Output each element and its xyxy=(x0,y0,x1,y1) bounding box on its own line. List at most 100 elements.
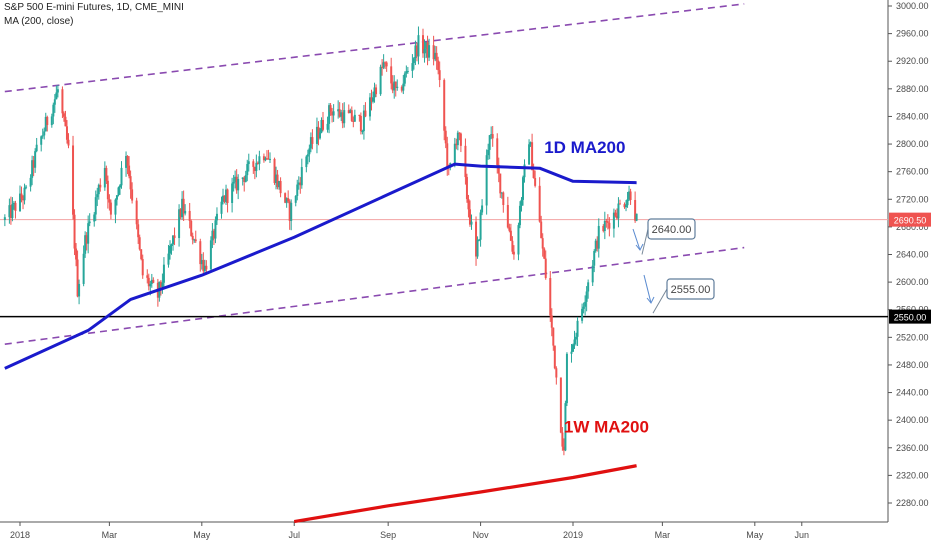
candle-body xyxy=(93,214,96,222)
candle-body xyxy=(308,148,311,155)
candle-body xyxy=(523,164,526,178)
candle-body xyxy=(553,345,556,369)
candle-body xyxy=(247,161,250,165)
y-tick-label: 2520.00 xyxy=(896,332,929,342)
candle-body xyxy=(129,176,132,190)
candle-body xyxy=(8,205,11,218)
candle-body xyxy=(373,87,376,98)
candle-body xyxy=(194,239,197,242)
candle-body xyxy=(455,143,458,146)
candle-body xyxy=(487,149,490,156)
candle-body xyxy=(605,221,608,223)
candle-body xyxy=(382,62,385,68)
x-tick-label: 2018 xyxy=(10,530,30,540)
candle-body xyxy=(443,80,446,131)
candle-body xyxy=(625,205,628,208)
candle-body xyxy=(438,70,441,81)
candle-body xyxy=(225,189,228,202)
candle-body xyxy=(138,237,141,250)
x-tick-label: Sep xyxy=(380,530,396,540)
channel-lower-line xyxy=(4,246,745,345)
candle-body xyxy=(379,66,382,95)
candle-body xyxy=(214,220,217,239)
target-2555-box xyxy=(666,278,715,300)
candle-body xyxy=(290,202,293,221)
candle-body xyxy=(241,177,244,180)
x-tick-label: Mar xyxy=(655,530,671,540)
candle-body xyxy=(573,339,576,345)
candle-body xyxy=(287,198,290,202)
candle-body xyxy=(343,110,346,124)
candle-body xyxy=(591,265,594,283)
candle-body xyxy=(582,306,585,309)
candle-body xyxy=(550,315,553,328)
candle-body xyxy=(78,283,81,297)
candle-body xyxy=(506,204,509,228)
candle-body xyxy=(14,202,17,211)
symbol-title: S&P 500 E-mini Futures, 1D, CME_MINI xyxy=(4,2,184,13)
candle-body xyxy=(593,250,596,266)
candle-body xyxy=(126,156,129,166)
candle-body xyxy=(99,184,102,188)
y-tick-label: 2320.00 xyxy=(896,470,929,480)
candle-body xyxy=(232,181,235,184)
candle-body xyxy=(212,230,215,239)
candle-body xyxy=(608,222,611,229)
y-tick-label: 2920.00 xyxy=(896,56,929,66)
candle-body xyxy=(491,134,494,139)
candle-body xyxy=(275,174,278,183)
candle-body xyxy=(476,239,479,257)
candle-body xyxy=(329,105,332,112)
candle-body xyxy=(581,308,584,321)
candle-body xyxy=(149,283,152,287)
candle-body xyxy=(350,110,353,121)
candle-body xyxy=(488,135,491,150)
candle-body xyxy=(405,71,408,74)
candle-body xyxy=(267,158,270,160)
candle-body xyxy=(108,199,111,203)
candle-body xyxy=(273,158,276,183)
candle-body xyxy=(178,209,181,239)
candle-body xyxy=(481,205,484,213)
candle-body xyxy=(105,167,108,181)
candle-body xyxy=(12,202,15,205)
candle-body xyxy=(159,281,162,287)
candle-body xyxy=(572,344,574,352)
candle-body xyxy=(67,139,70,146)
candle-body xyxy=(262,156,265,161)
candle-body xyxy=(349,110,352,114)
candle-body xyxy=(72,145,75,215)
y-tick-label: 2360.00 xyxy=(896,443,929,453)
candle-body xyxy=(152,279,155,283)
candle-body xyxy=(381,66,384,68)
candle-body xyxy=(253,166,256,171)
ma200-weekly-label: 1W MA200 xyxy=(564,418,649,437)
candle-body xyxy=(223,195,226,202)
target-2555-label: 2555.00 xyxy=(671,284,711,296)
y-tick-label: 2680.00 xyxy=(896,222,929,232)
candle-body xyxy=(9,205,12,218)
candle-body xyxy=(361,131,364,133)
candle-body xyxy=(478,239,481,241)
candle-body xyxy=(25,186,28,188)
ma200-daily-label: 1D MA200 xyxy=(544,138,625,157)
candle-body xyxy=(300,167,303,186)
candle-body xyxy=(141,259,144,276)
candle-body xyxy=(597,225,600,249)
y-tick-label: 2480.00 xyxy=(896,360,929,370)
candle-body xyxy=(23,187,26,201)
candle-body xyxy=(623,204,626,208)
candle-body xyxy=(518,205,521,226)
candle-body xyxy=(211,230,214,241)
candle-body xyxy=(414,45,417,59)
candle-body xyxy=(20,193,23,199)
candle-body xyxy=(3,217,6,220)
candle-body xyxy=(205,265,208,270)
candle-body xyxy=(32,160,35,168)
candle-body xyxy=(422,35,425,54)
candle-body xyxy=(299,182,302,186)
candle-body xyxy=(317,126,320,139)
candle-body xyxy=(411,63,414,71)
support-tag xyxy=(889,309,931,324)
